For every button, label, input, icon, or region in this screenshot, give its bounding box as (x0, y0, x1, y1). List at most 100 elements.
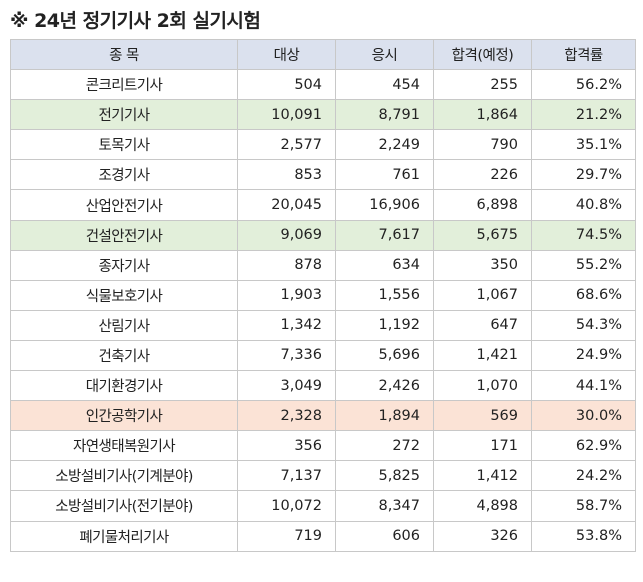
applied-cell: 2,426 (335, 370, 434, 402)
pass-rate-cell: 74.5% (531, 219, 636, 251)
passed-cell: 6,898 (433, 189, 532, 221)
table-row: 건설안전기사 9,069 7,617 5,675 74.5% (10, 219, 636, 251)
passed-cell: 1,412 (433, 460, 532, 492)
subject-cell: 소방설비기사(기계분야) (10, 460, 238, 492)
applied-cell: 8,791 (335, 99, 434, 131)
applied-cell: 5,696 (335, 339, 434, 372)
target-cell: 10,072 (237, 490, 336, 522)
subject-cell: 건설안전기사 (10, 219, 238, 251)
header-applied: 응시 (335, 38, 434, 71)
table-body: 콘크리트기사 504 454 255 56.2% 전기기사 10,091 8,791 1,864… (10, 69, 636, 552)
table-row: 소방설비기사(전기분야) 10,072 8,347 4,898 58.7% (10, 490, 636, 522)
pass-rate-cell: 35.1% (531, 129, 636, 161)
header-passed: 합격(예정) (433, 38, 532, 71)
passed-cell: 255 (433, 69, 532, 101)
pass-rate-cell: 29.7% (531, 159, 636, 191)
passed-cell: 1,067 (433, 279, 532, 311)
table-row: 식물보호기사 1,903 1,556 1,067 68.6% (10, 279, 636, 311)
passed-cell: 171 (433, 430, 532, 462)
target-cell: 7,336 (237, 339, 336, 372)
table-row: 폐기물처리기사 719 606 326 53.8% (10, 520, 636, 552)
applied-cell: 2,249 (335, 129, 434, 161)
target-cell: 504 (237, 69, 336, 101)
table-row: 인간공학기사 2,328 1,894 569 30.0% (10, 400, 636, 432)
target-cell: 2,328 (237, 400, 336, 432)
passed-cell: 790 (433, 129, 532, 161)
table-row: 전기기사 10,091 8,791 1,864 21.2% (10, 99, 636, 131)
subject-cell: 폐기물처리기사 (10, 520, 238, 552)
pass-rate-cell: 24.2% (531, 460, 636, 492)
applied-cell: 16,906 (335, 189, 434, 221)
table-row: 자연생태복원기사 356 272 171 62.9% (10, 430, 636, 462)
header-target: 대상 (237, 38, 336, 71)
subject-cell: 산업안전기사 (10, 189, 238, 221)
target-cell: 3,049 (237, 370, 336, 402)
applied-cell: 1,192 (335, 309, 434, 341)
applied-cell: 761 (335, 159, 434, 191)
pass-rate-cell: 44.1% (531, 370, 636, 402)
table-row: 조경기사 853 761 226 29.7% (10, 159, 636, 191)
target-cell: 853 (237, 159, 336, 191)
table-row: 산림기사 1,342 1,192 647 54.3% (10, 309, 636, 341)
pass-rate-cell: 21.2% (531, 99, 636, 131)
subject-cell: 인간공학기사 (10, 400, 238, 432)
exam-results-table: 종 목 대상 응시 합격(예정) 합격률 콘크리트기사 504 454 255 56.2… (10, 38, 636, 552)
subject-cell: 전기기사 (10, 99, 238, 131)
passed-cell: 569 (433, 400, 532, 432)
pass-rate-cell: 40.8% (531, 189, 636, 221)
subject-cell: 토목기사 (10, 129, 238, 161)
pass-rate-cell: 54.3% (531, 309, 636, 341)
table-header-row: 종 목 대상 응시 합격(예정) 합격률 (10, 38, 636, 71)
target-cell: 356 (237, 430, 336, 462)
pass-rate-cell: 30.0% (531, 400, 636, 432)
passed-cell: 326 (433, 520, 532, 552)
passed-cell: 5,675 (433, 219, 532, 251)
applied-cell: 1,556 (335, 279, 434, 311)
target-cell: 20,045 (237, 189, 336, 221)
target-cell: 9,069 (237, 219, 336, 251)
header-subject: 종 목 (10, 38, 238, 71)
target-cell: 1,342 (237, 309, 336, 341)
applied-cell: 1,894 (335, 400, 434, 432)
applied-cell: 454 (335, 69, 434, 101)
pass-rate-cell: 56.2% (531, 69, 636, 101)
subject-cell: 조경기사 (10, 159, 238, 191)
pass-rate-cell: 62.9% (531, 430, 636, 462)
target-cell: 7,137 (237, 460, 336, 492)
applied-cell: 606 (335, 520, 434, 552)
page-title: ※ 24년 정기기사 2회 실기시험 (10, 10, 261, 32)
passed-cell: 4,898 (433, 490, 532, 522)
pass-rate-cell: 53.8% (531, 520, 636, 552)
subject-cell: 자연생태복원기사 (10, 430, 238, 462)
table-row: 콘크리트기사 504 454 255 56.2% (10, 69, 636, 101)
subject-cell: 콘크리트기사 (10, 69, 238, 101)
subject-cell: 소방설비기사(전기분야) (10, 490, 238, 522)
applied-cell: 272 (335, 430, 434, 462)
pass-rate-cell: 68.6% (531, 279, 636, 311)
passed-cell: 1,421 (433, 339, 532, 372)
pass-rate-cell: 55.2% (531, 249, 636, 281)
target-cell: 878 (237, 249, 336, 281)
table-row: 토목기사 2,577 2,249 790 35.1% (10, 129, 636, 161)
header-pass-rate: 합격률 (531, 38, 636, 71)
subject-cell: 산림기사 (10, 309, 238, 341)
table-row: 대기환경기사 3,049 2,426 1,070 44.1% (10, 370, 636, 402)
target-cell: 719 (237, 520, 336, 552)
table-row: 소방설비기사(기계분야) 7,137 5,825 1,412 24.2% (10, 460, 636, 492)
applied-cell: 7,617 (335, 219, 434, 251)
applied-cell: 8,347 (335, 490, 434, 522)
pass-rate-cell: 58.7% (531, 490, 636, 522)
passed-cell: 647 (433, 309, 532, 341)
applied-cell: 5,825 (335, 460, 434, 492)
passed-cell: 226 (433, 159, 532, 191)
table-row: 산업안전기사 20,045 16,906 6,898 40.8% (10, 189, 636, 221)
subject-cell: 식물보호기사 (10, 279, 238, 311)
pass-rate-cell: 24.9% (531, 339, 636, 372)
subject-cell: 건축기사 (10, 339, 238, 372)
subject-cell: 종자기사 (10, 249, 238, 281)
target-cell: 2,577 (237, 129, 336, 161)
passed-cell: 1,070 (433, 370, 532, 402)
target-cell: 10,091 (237, 99, 336, 131)
passed-cell: 350 (433, 249, 532, 281)
subject-cell: 대기환경기사 (10, 370, 238, 402)
